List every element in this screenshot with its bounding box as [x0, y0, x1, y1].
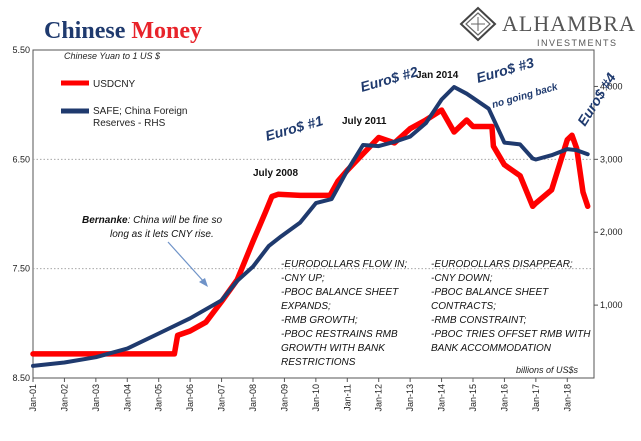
- annotation-block-line: GROWTH WITH BANK: [281, 343, 386, 354]
- annotation-july2011: July 2011: [342, 116, 387, 127]
- annotation-euro2: Euro$ #2: [358, 63, 419, 95]
- annotation-block-line: -CNY UP;: [281, 273, 325, 284]
- annotation-euro3: Euro$ #3: [474, 54, 535, 86]
- x-tick-label: Jan-06: [185, 384, 195, 412]
- plot-frame: [32, 49, 595, 379]
- y-right-tick-label: 1,000: [600, 300, 623, 310]
- y-axis-right: 1,000 2,000 3,000 4,000: [594, 81, 623, 310]
- x-tick-label: Jan-07: [217, 384, 227, 412]
- chart-title: Chinese Money: [44, 18, 202, 44]
- annotation-bernanke-2: long as it lets CNY rise.: [110, 229, 214, 240]
- annotation-left-block: -EURODOLLARS FLOW IN; -CNY UP; -PBOC BALAN…: [281, 259, 407, 368]
- x-tick-label: Jan-15: [468, 384, 478, 412]
- annotation-block-line: -PBOC BALANCE SHEET: [281, 287, 399, 298]
- annotation-block-line: -PBOC BALANCE SHEET: [431, 287, 549, 298]
- brand-name: ALHAMBRA: [502, 11, 636, 36]
- y-left-tick-label: 5.50: [12, 45, 30, 55]
- x-tick-label: Jan-09: [279, 384, 289, 412]
- annotation-block-line: CONTRACTS;: [431, 301, 496, 312]
- annotation-bernanke-1: Bernanke: China will be fine so: [82, 215, 223, 226]
- x-tick-label: Jan-01: [28, 384, 38, 412]
- legend: USDCNY SAFE; China Foreign Reserves - RH…: [61, 79, 188, 129]
- annotation-arrow-head: [199, 278, 208, 287]
- chart-subtitle: Chinese Yuan to 1 US $: [64, 51, 161, 61]
- annotation-block-line: EXPANDS;: [281, 301, 331, 312]
- x-tick-label: Jan-18: [562, 384, 572, 412]
- x-tick-label: Jan-02: [59, 384, 69, 412]
- y-left-tick-label: 8.50: [12, 373, 30, 383]
- units-label: billions of US$s: [516, 365, 579, 375]
- y-right-tick-label: 4,000: [600, 81, 623, 91]
- y-left-tick-label: 6.50: [12, 154, 30, 164]
- annotations: Euro$ #1 Euro$ #2 Euro$ #3 no going back…: [82, 54, 619, 375]
- brand-logo: ALHAMBRA INVESTMENTS: [459, 6, 636, 48]
- annotation-block-line: -EURODOLLARS DISAPPEAR;: [431, 259, 573, 270]
- y-left-tick-label: 7.50: [12, 264, 30, 274]
- grid-lines: [33, 158, 594, 270]
- y-right-tick-label: 3,000: [600, 154, 623, 164]
- legend-label-safe-1: SAFE; China Foreign: [93, 106, 188, 117]
- annotation-jan2014: Jan 2014: [416, 70, 459, 81]
- annotation-arrow-line: [167, 241, 206, 284]
- legend-label-safe-2: Reserves - RHS: [93, 118, 166, 129]
- annotation-july2008: July 2008: [253, 168, 298, 179]
- annotation-block-line: -PBOC RESTRAINS RMB: [281, 329, 398, 340]
- annotation-block-line: -RMB GROWTH;: [281, 315, 358, 326]
- x-tick-label: Jan-08: [248, 384, 258, 412]
- x-tick-label: Jan-04: [122, 384, 132, 412]
- x-tick-label: Jan-03: [91, 384, 101, 412]
- x-tick-label: Jan-12: [374, 384, 384, 412]
- series-safe-reserves-line: [31, 85, 590, 368]
- annotation-block-line: BANK ACCOMMODATION: [431, 343, 552, 354]
- legend-label-usdcny: USDCNY: [93, 79, 136, 90]
- x-axis: Jan-01 Jan-02 Jan-03 Jan-04 Jan-05 Jan-06 Jan-…: [28, 378, 572, 412]
- annotation-block-line: RESTRICTIONS: [281, 357, 356, 368]
- y-axis-left: 5.50 6.50 7.50 8.50: [12, 45, 30, 383]
- brand-sub: INVESTMENTS: [537, 38, 618, 48]
- x-tick-label: Jan-17: [531, 384, 541, 412]
- y-right-tick-label: 2,000: [600, 227, 623, 237]
- x-tick-label: Jan-14: [437, 384, 447, 412]
- x-tick-label: Jan-11: [342, 384, 352, 411]
- annotation-right-block: -EURODOLLARS DISAPPEAR; -CNY DOWN; -PBOC B…: [431, 259, 591, 354]
- x-tick-label: Jan-10: [311, 384, 321, 412]
- x-tick-label: Jan-05: [154, 384, 164, 412]
- x-tick-label: Jan-16: [499, 384, 509, 412]
- annotation-euro4: Euro$ #4: [574, 70, 619, 129]
- annotation-euro3-sub: no going back: [491, 82, 560, 111]
- annotation-block-line: -CNY DOWN;: [431, 273, 493, 284]
- x-tick-label: Jan-13: [405, 384, 415, 412]
- annotation-block-line: -EURODOLLARS FLOW IN;: [281, 259, 407, 270]
- annotation-block-line: -PBOC TRIES OFFSET RMB WITH: [431, 329, 591, 340]
- annotation-block-line: -RMB CONSTRAINT;: [431, 315, 527, 326]
- annotation-euro1: Euro$ #1: [263, 112, 324, 144]
